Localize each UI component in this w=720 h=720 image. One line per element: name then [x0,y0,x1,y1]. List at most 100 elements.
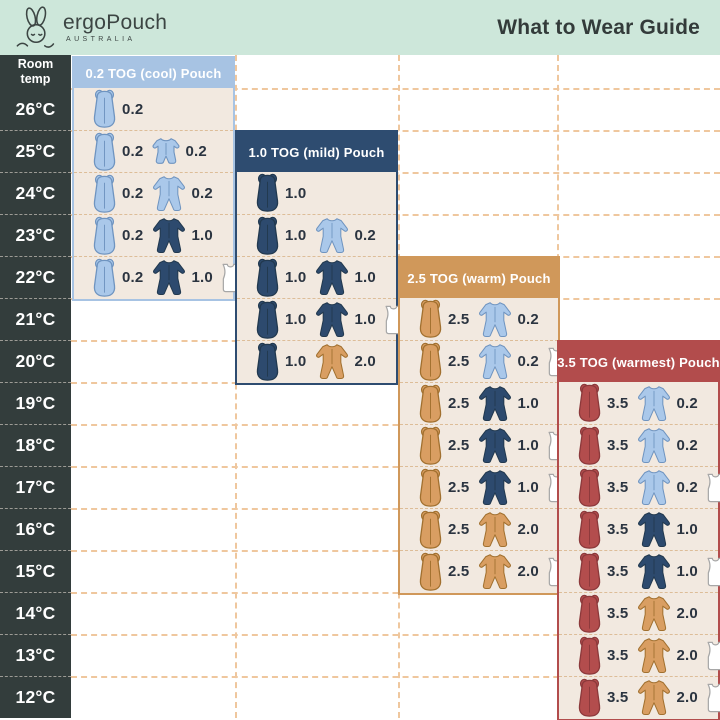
pouch-icon [89,89,120,129]
tog-value: 0.2 [122,227,144,244]
dashed-gridline-h [71,424,720,426]
tog-value: 1.0 [285,269,307,286]
tog-value: 1.0 [354,311,376,328]
tog-value: 3.5 [607,521,629,538]
temp-cell: 12°C [0,676,71,718]
pouch-icon [574,678,605,718]
dashed-gridline-h [71,466,720,468]
tog-value: 0.2 [676,394,698,412]
wear-row: 3.5 1.0 [559,550,720,592]
tog-value: 3.5 [607,394,629,412]
tog-value: 1.0 [191,227,213,244]
panel-title: 3.5 TOG (warmest) Pouch [557,342,720,382]
romper-icon [475,511,515,548]
romper-icon [634,427,674,464]
romper-icon [312,301,352,338]
wear-row: 0.2 [74,88,233,130]
pouch-icon [415,299,446,339]
wear-row: 3.5 2.0 [559,676,720,718]
temp-cell: 17°C [0,466,71,508]
tog-value: 1.0 [191,269,213,286]
panel-body: 3.5 0.2 3.5 0.2 3.5 0.2 3.5 1.0 3.5 1.0 … [559,382,720,718]
romper-icon [634,595,674,632]
romper-icon [475,427,515,464]
room-temp-rows: 26°C 25°C 24°C 23°C 22°C 21°C 20°C 19°C 18°C 17°C… [0,88,71,718]
tog-value: 1.0 [285,353,307,370]
pouch-icon [574,426,605,466]
panel-body: 2.5 0.2 2.5 0.2 2.5 1.0 2.5 1.0 2.5 1.0 … [400,298,565,592]
brand-subtitle: AUSTRALIA [66,36,136,43]
wear-row: 1.0 [237,172,396,214]
tog-value: 0.2 [517,310,539,328]
tog-value: 0.2 [122,269,144,286]
tog-value: 2.5 [448,479,470,496]
wear-row: 2.5 1.0 [400,424,565,466]
singlet-icon [704,683,720,713]
tog-value: 1.0 [676,563,698,580]
tog-panel-warm: 2.5 TOG (warm) Pouch 2.5 0.2 2.5 0.2 2.5… [398,256,565,595]
tog-value: 3.5 [607,563,629,580]
pouch-icon [574,468,605,508]
romper-icon [475,469,515,506]
tog-value: 3.5 [607,647,629,664]
temp-cell: 25°C [0,130,71,172]
dashed-gridline-v [235,55,237,718]
tog-value: 1.0 [285,227,307,244]
dashed-gridline-h [71,88,720,90]
dashed-gridline-h [71,508,720,510]
temp-cell: 23°C [0,214,71,256]
wear-row: 2.5 2.0 [400,508,558,550]
pouch-icon [89,258,120,298]
temp-cell: 22°C [0,256,71,298]
pouch-icon [574,552,605,592]
wear-row: 3.5 0.2 [559,424,718,466]
dashed-gridline-h [71,550,720,552]
tog-value: 2.0 [354,353,376,370]
brand-text: ergoPouch AUSTRALIA [63,12,167,43]
romper-icon [475,553,515,590]
romper-icon [634,679,674,716]
tog-value: 0.2 [122,185,144,202]
tog-value: 1.0 [517,437,539,454]
temp-cell: 24°C [0,172,71,214]
singlet-icon [704,641,720,671]
temp-cell: 16°C [0,508,71,550]
pouch-icon [89,216,120,256]
wear-row: 0.2 0.2 [74,172,233,214]
pouch-icon [415,552,446,592]
wear-row: 1.0 1.0 [237,256,396,298]
tog-value: 2.5 [448,310,470,328]
wear-row: 0.2 1.0 [74,214,233,256]
pouch-icon [89,174,120,214]
tog-value: 1.0 [285,311,307,328]
tog-value: 0.2 [122,143,144,160]
wear-row: 3.5 1.0 [559,508,718,550]
tog-value: 2.5 [448,521,470,538]
pouch-icon [415,468,446,508]
singlet-icon [704,473,720,503]
pouch-icon [252,342,283,382]
dashed-gridline-h [71,592,720,594]
pouch-icon [252,173,283,213]
tog-value: 2.5 [448,353,470,370]
tog-value: 2.0 [676,605,698,622]
panel-body: 0.2 0.2 0.2 0.2 0.2 0.2 1.0 0.2 1.0 [74,88,239,298]
temp-cell: 20°C [0,340,71,382]
temp-cell: 21°C [0,298,71,340]
tog-value: 3.5 [607,605,629,622]
wear-row: 1.0 0.2 [237,214,396,256]
tog-value: 0.2 [676,437,698,454]
page-title: What to Wear Guide [497,15,700,39]
wear-row: 1.0 1.0 [237,298,402,340]
wear-row: 3.5 2.0 [559,592,718,634]
panel-body: 1.0 1.0 0.2 1.0 1.0 1.0 1.0 1.0 2.0 [237,172,402,382]
romper-icon [634,553,674,590]
tog-panel-warmest: 3.5 TOG (warmest) Pouch 3.5 0.2 3.5 0.2 … [557,340,720,720]
room-temp-header: Room temp [17,56,54,86]
tog-value: 1.0 [285,184,307,202]
tog-value: 3.5 [607,437,629,454]
tog-panel-cool: 0.2 TOG (cool) Pouch 0.2 0.2 0.2 0.2 0.2… [72,56,239,301]
romper-icon [149,175,189,212]
tog-value: 0.2 [191,185,213,202]
app-header: ergoPouch AUSTRALIA What to Wear Guide [0,0,720,55]
